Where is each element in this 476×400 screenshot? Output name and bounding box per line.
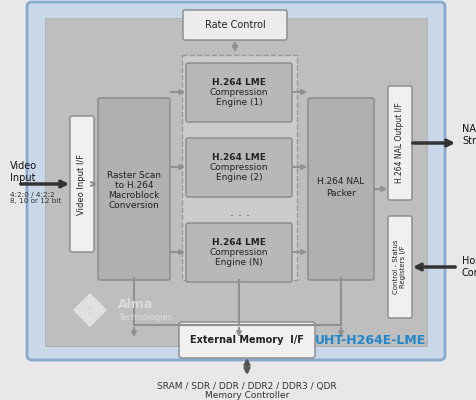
Text: Host
Control: Host Control [462,256,476,278]
Text: to H.264: to H.264 [115,180,153,190]
FancyBboxPatch shape [98,98,170,280]
Text: H.264 LME: H.264 LME [212,238,266,247]
Bar [182,55,297,280]
FancyBboxPatch shape [186,63,292,122]
Text: Video
Input: Video Input [10,161,37,183]
Text: Macroblock: Macroblock [109,190,159,200]
FancyBboxPatch shape [183,10,287,40]
FancyBboxPatch shape [27,2,445,360]
FancyBboxPatch shape [186,138,292,197]
Text: NAL
Stream: NAL Stream [462,124,476,146]
FancyBboxPatch shape [179,322,315,358]
Text: Compression: Compression [210,163,268,172]
Text: Conversion: Conversion [109,200,159,210]
Text: UHT-H264E-LME: UHT-H264E-LME [314,334,426,346]
Polygon shape [72,292,108,328]
Text: . . .: . . . [229,206,249,220]
Text: H.264 LME: H.264 LME [212,153,266,162]
Text: Engine (2): Engine (2) [216,173,262,182]
Bar [45,18,427,346]
Text: Rate Control: Rate Control [205,20,266,30]
FancyBboxPatch shape [308,98,374,280]
FancyBboxPatch shape [388,86,412,200]
Text: Video Input I/F: Video Input I/F [78,154,87,214]
FancyBboxPatch shape [186,223,292,282]
Text: Alma: Alma [118,298,153,310]
Text: Engine (N): Engine (N) [215,258,263,267]
Text: Packer: Packer [326,190,356,198]
Text: 4:2:0 / 4:2:2
8, 10 or 12 bit: 4:2:0 / 4:2:2 8, 10 or 12 bit [10,192,61,204]
Text: H.264 LME: H.264 LME [212,78,266,87]
Text: H.264 NAL: H.264 NAL [317,178,365,186]
FancyBboxPatch shape [70,116,94,252]
Text: SRAM / SDR / DDR / DDR2 / DDR3 / QDR: SRAM / SDR / DDR / DDR2 / DDR3 / QDR [157,382,337,392]
Text: H.264 NAL Output I/F: H.264 NAL Output I/F [396,102,405,184]
Text: Technologies: Technologies [118,314,172,322]
Text: Compression: Compression [210,248,268,257]
Text: External Memory  I/F: External Memory I/F [190,335,304,345]
Text: Raster Scan: Raster Scan [107,170,161,180]
Text: Memory Controller: Memory Controller [205,392,289,400]
FancyBboxPatch shape [388,216,412,318]
Text: Control - Status
Registers I/F: Control - Status Registers I/F [394,240,407,294]
Text: ⬛: ⬛ [88,307,92,313]
Text: Compression: Compression [210,88,268,97]
Text: Engine (1): Engine (1) [216,98,262,107]
